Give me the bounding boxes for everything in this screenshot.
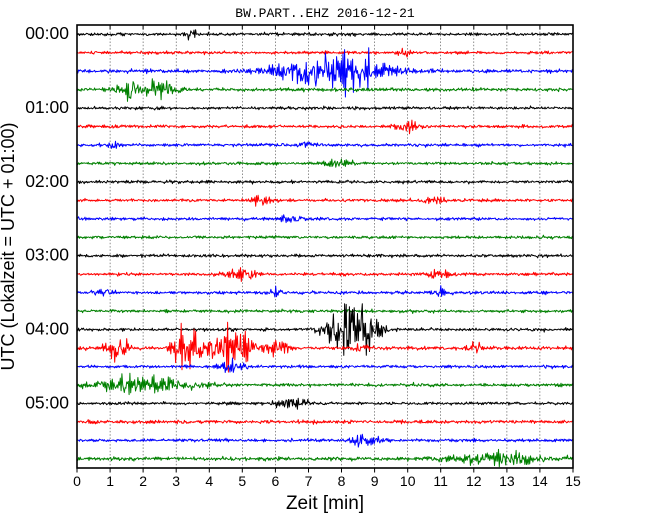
svg-text:04:00: 04:00 <box>25 319 69 339</box>
svg-text:UTC (Lokalzeit = UTC + 01:00): UTC (Lokalzeit = UTC + 01:00) <box>0 122 18 370</box>
svg-text:11: 11 <box>433 473 448 489</box>
svg-text:0: 0 <box>73 473 81 489</box>
svg-text:3: 3 <box>172 473 180 489</box>
svg-text:7: 7 <box>305 473 313 489</box>
svg-text:14: 14 <box>532 473 548 489</box>
svg-text:10: 10 <box>400 473 416 489</box>
svg-text:15: 15 <box>565 473 581 489</box>
svg-text:05:00: 05:00 <box>25 392 69 412</box>
svg-text:00:00: 00:00 <box>25 23 69 43</box>
svg-text:6: 6 <box>272 473 280 489</box>
svg-text:2: 2 <box>139 473 147 489</box>
svg-text:Zeit [min]: Zeit [min] <box>286 493 364 514</box>
svg-text:03:00: 03:00 <box>25 245 69 265</box>
svg-text:8: 8 <box>338 473 346 489</box>
svg-text:12: 12 <box>466 473 482 489</box>
svg-text:9: 9 <box>371 473 379 489</box>
svg-text:1: 1 <box>106 473 114 489</box>
svg-text:5: 5 <box>238 473 246 489</box>
svg-text:13: 13 <box>499 473 515 489</box>
svg-text:4: 4 <box>205 473 213 489</box>
svg-text:01:00: 01:00 <box>25 97 69 117</box>
svg-text:02:00: 02:00 <box>25 171 69 191</box>
svg-text:BW.PART..EHZ 2016-12-21: BW.PART..EHZ 2016-12-21 <box>235 6 415 21</box>
